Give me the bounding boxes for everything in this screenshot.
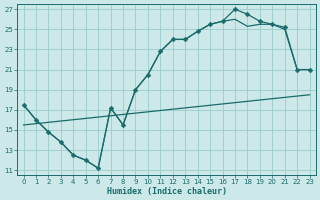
X-axis label: Humidex (Indice chaleur): Humidex (Indice chaleur) — [107, 187, 227, 196]
